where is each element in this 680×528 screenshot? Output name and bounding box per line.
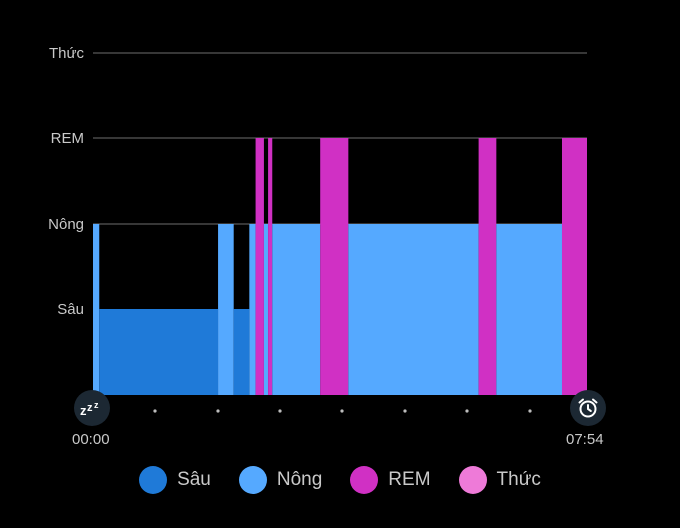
alarm-clock-icon	[578, 398, 598, 418]
stage-bar	[263, 224, 269, 395]
legend-swatch	[350, 466, 379, 494]
x-axis-dot	[403, 409, 407, 413]
legend-label: Sâu	[177, 469, 211, 490]
legend-swatch	[139, 466, 168, 494]
stage-bar	[233, 309, 250, 395]
sleep-zzz-icon: z z z	[80, 400, 99, 418]
stage-bar	[348, 224, 479, 395]
legend-item: Nông	[238, 466, 323, 494]
legend-item: Sâu	[139, 466, 211, 494]
end-time-label: 07:54	[566, 431, 604, 448]
stage-bar	[320, 138, 349, 395]
start-time-label: 00:00	[72, 431, 110, 448]
legend-item: REM	[350, 466, 431, 494]
y-tick-label: Sâu	[57, 301, 84, 318]
chart-legend: Sâu Nông REM Thức	[0, 466, 680, 494]
legend-item: Thức	[458, 466, 541, 494]
stage-bars	[93, 138, 587, 395]
x-axis-dots	[153, 409, 532, 413]
x-axis-dot	[465, 409, 469, 413]
svg-text:z: z	[94, 400, 99, 410]
stage-bar	[218, 224, 234, 395]
stage-bar	[255, 138, 264, 395]
stage-bar	[272, 224, 321, 395]
legend-swatch	[238, 466, 267, 494]
x-axis-dot	[216, 409, 220, 413]
x-axis-dot	[153, 409, 157, 413]
stage-bar	[249, 224, 256, 395]
legend-label: Nông	[276, 469, 323, 490]
legend-label: REM	[388, 469, 431, 490]
x-axis-dot	[528, 409, 532, 413]
y-tick-label: REM	[51, 130, 84, 147]
legend-swatch	[458, 466, 487, 494]
wake-end-badge	[570, 390, 606, 426]
stage-bar	[561, 138, 587, 395]
legend-label: Thức	[496, 469, 541, 490]
stage-bar	[93, 224, 100, 395]
x-axis-dot	[340, 409, 344, 413]
svg-text:z: z	[87, 402, 93, 414]
svg-text:z: z	[80, 403, 87, 418]
stage-bar	[268, 138, 273, 395]
stage-bar	[478, 138, 497, 395]
sleep-start-badge: z z z	[74, 390, 110, 426]
y-tick-label: Thức	[49, 45, 85, 62]
y-tick-label: Nông	[48, 216, 84, 233]
stage-bar	[99, 309, 219, 395]
y-axis-labels: Sâu Nông REM Thức	[48, 45, 84, 318]
sleep-stage-chart: Sâu Nông REM Thức	[48, 45, 587, 413]
x-axis-dot	[278, 409, 282, 413]
stage-bar	[496, 224, 562, 395]
